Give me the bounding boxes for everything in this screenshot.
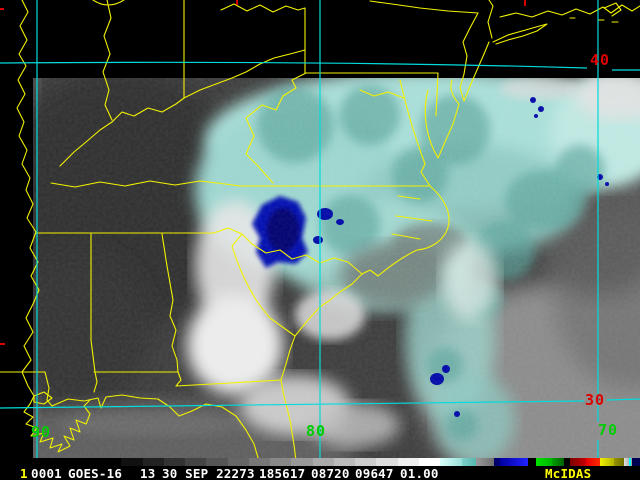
- edge-tick: [236, 0, 238, 5]
- map-lake-michigan: [92, 0, 125, 6]
- map-sc-ga-border: [231, 233, 296, 337]
- map-ky-va-border: [245, 117, 274, 184]
- colorbar-step: [142, 458, 165, 466]
- edge-tick: [0, 8, 4, 10]
- map-ny-pa-delaware-river: [369, 0, 479, 57]
- longitude-label-90: 90: [31, 423, 52, 441]
- colorbar-segment: [552, 458, 564, 466]
- status-bar: 1 0001 GOES-16 13 30 SEP 22273 185617 08720 096…: [0, 466, 640, 480]
- map-cape-cod: [569, 2, 622, 23]
- latitude-label-30: 30: [585, 391, 606, 409]
- map-lake-pontchartrain: [33, 391, 53, 405]
- map-va-wv-border: [245, 72, 307, 119]
- colorbar-step: [206, 458, 228, 466]
- status-satellite: GOES-16: [68, 466, 123, 480]
- status-image-line: 08720: [311, 466, 350, 480]
- colorbar-step: [270, 458, 292, 466]
- colorbar-step: [100, 458, 122, 466]
- colorbar-segment: [536, 458, 552, 466]
- color-enhancement-bar: [100, 458, 640, 466]
- longitude-label-70: 70: [598, 421, 619, 439]
- map-nc-sounds: [391, 195, 433, 240]
- map-long-island: [492, 23, 548, 45]
- map-va-coast: [420, 163, 431, 187]
- map-ga-fl-east-coast: [280, 335, 297, 462]
- edge-tick: [0, 343, 5, 345]
- colorbar-step: [397, 458, 420, 466]
- status-band: 13: [140, 466, 156, 480]
- map-tn-north-border: [50, 180, 241, 188]
- status-date: 30 SEP 22273: [162, 466, 255, 480]
- imagery-noise: [33, 78, 640, 458]
- colorbar-step: [227, 458, 250, 466]
- map-nc-outer-banks: [361, 185, 450, 277]
- colorbar-segment: [614, 458, 624, 466]
- map-delmarva: [399, 79, 460, 165]
- map-potomac: [359, 89, 405, 99]
- colorbar-segment: [600, 458, 614, 466]
- colorbar-segment: [632, 458, 640, 466]
- longitude-label-80: 80: [306, 422, 327, 440]
- colorbar-step: [312, 458, 335, 466]
- colorbar-segment: [564, 458, 570, 466]
- map-new-england-coast: [499, 4, 640, 18]
- map-sc-coast: [294, 273, 363, 337]
- latitude-line-30n: [0, 398, 640, 409]
- colorbar-step: [376, 458, 398, 466]
- colorbar-segment: [624, 458, 632, 466]
- colorbar-step: [333, 458, 356, 466]
- colorbar-segment: [500, 458, 528, 466]
- latitude-label-40: 40: [590, 51, 611, 69]
- status-image-id: 0001: [31, 466, 62, 480]
- map-tn-nc-border: [197, 227, 243, 235]
- status-magnification: 01.00: [400, 466, 439, 480]
- colorbar-segment: [494, 458, 500, 466]
- colorbar-step: [163, 458, 186, 466]
- map-al-fl-border: [93, 371, 282, 387]
- status-time: 185617: [259, 466, 306, 480]
- map-ms-la-border: [0, 371, 53, 407]
- status-frame-number: 1: [20, 466, 28, 480]
- map-mason-dixon: [305, 72, 439, 117]
- colorbar-step: [248, 458, 271, 466]
- colorbar-step: [355, 458, 377, 466]
- map-lake-erie-shore: [220, 3, 306, 13]
- map-ms-al-border: [90, 233, 98, 393]
- map-la-delta: [23, 399, 91, 453]
- map-nc-sc-border: [241, 233, 363, 275]
- map-hudson: [487, 0, 494, 39]
- colorbar-segment: [528, 458, 536, 466]
- colorbar-step: [121, 458, 143, 466]
- colorbar-step: [291, 458, 313, 466]
- colorbar-segment: [476, 458, 494, 466]
- map-delaware-bay: [450, 79, 460, 105]
- map-mississippi-river: [16, 0, 40, 405]
- map-ohio-river: [59, 49, 306, 167]
- colorbar-segment: [570, 458, 586, 466]
- colorbar-step: [185, 458, 207, 466]
- status-brand: McIDAS: [545, 466, 592, 480]
- colorbar-cursor-tick[interactable]: [629, 458, 631, 466]
- status-image-element: 09647: [355, 466, 394, 480]
- edge-tick: [524, 0, 526, 6]
- map-nj-coast: [459, 41, 490, 102]
- map-ga-al-border: [161, 233, 179, 373]
- colorbar-segment: [586, 458, 600, 466]
- map-gulf-coast: [51, 394, 260, 462]
- latitude-line-40n: [0, 61, 640, 71]
- colorbar-step: [418, 458, 441, 466]
- colorbar-segment: [440, 458, 462, 466]
- colorbar-segment: [462, 458, 476, 466]
